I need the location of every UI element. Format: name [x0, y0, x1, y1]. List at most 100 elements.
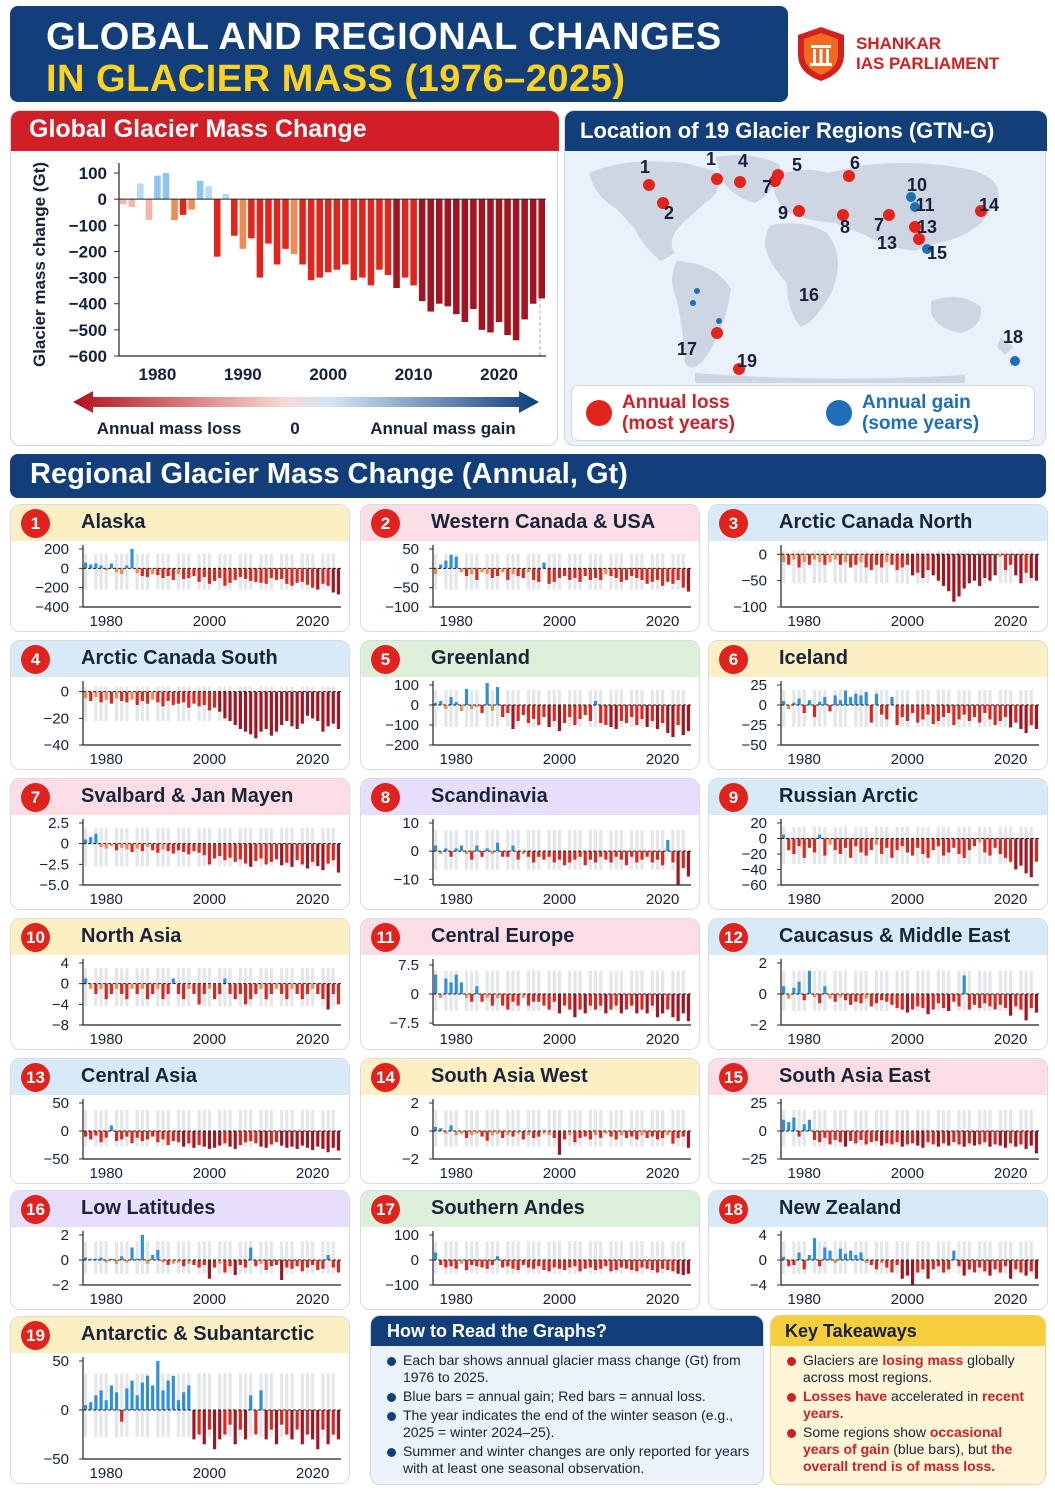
annual-bar [998, 554, 1002, 557]
annual-bar [630, 705, 634, 717]
annual-bar [676, 1131, 680, 1138]
annual-bar [936, 705, 940, 721]
annual-bar [285, 1260, 289, 1268]
x-tick-label: 1980 [90, 751, 123, 768]
annual-bar [640, 1260, 644, 1268]
annual-bar [823, 1247, 827, 1260]
seasonal-range-bar [526, 830, 531, 870]
annual-bar [506, 705, 510, 713]
annual-bar [983, 994, 987, 1004]
annual-bar [655, 994, 660, 1018]
seasonal-range-bar [957, 970, 961, 1012]
annual-bar [182, 691, 186, 703]
seasonal-range-bar [84, 686, 88, 721]
annual-bar [1029, 705, 1033, 725]
seasonal-range-bar [988, 1110, 992, 1147]
annual-bar [941, 838, 946, 856]
annual-bar [895, 554, 899, 571]
annual-bar [983, 1260, 987, 1272]
y-tick-label: 200 [44, 541, 69, 558]
seasonal-range-bar [285, 1241, 289, 1274]
how-to-read-title: How to Read the Graphs? [371, 1316, 763, 1346]
region-card-header: 18 New Zealand [709, 1191, 1047, 1227]
seasonal-range-bar [516, 1110, 520, 1147]
annual-bar [311, 1131, 315, 1151]
seasonal-range-bar [609, 830, 613, 870]
annual-bar [1019, 1260, 1023, 1273]
y-tick-label: 0 [98, 190, 107, 209]
annual-bar [833, 554, 837, 560]
annual-bar [135, 1131, 139, 1138]
annual-bar [666, 568, 670, 582]
bar [188, 199, 195, 210]
annual-bar [931, 705, 935, 725]
annual-bar [557, 851, 561, 860]
annual-bar [521, 1131, 525, 1140]
annual-bar [635, 1260, 639, 1272]
annual-bar [104, 1131, 108, 1138]
annual-bar [833, 994, 837, 1002]
annual-bar [599, 851, 603, 857]
annual-bar [655, 851, 660, 860]
seasonal-range-bar [331, 1110, 335, 1147]
annual-bar [84, 839, 88, 844]
annual-bar [812, 1238, 817, 1260]
annual-bar [828, 1250, 832, 1260]
annual-bar [941, 554, 946, 586]
annual-bar [624, 851, 629, 866]
annual-bar [89, 1402, 93, 1410]
annual-bar [962, 554, 966, 589]
annual-bar [905, 1260, 909, 1276]
annual-bar [89, 837, 93, 844]
annual-bar [807, 970, 811, 994]
seasonal-range-bar [983, 1241, 987, 1274]
annual-bar [864, 554, 868, 568]
how-to-read-box: How to Read the Graphs? Each bar shows a… [370, 1315, 764, 1485]
annual-bar [1014, 1260, 1018, 1270]
seasonal-range-bar [516, 830, 520, 870]
region-card-header: 15 South Asia East [709, 1059, 1047, 1095]
seasonal-range-bar [859, 550, 863, 584]
annual-bar [99, 1131, 103, 1143]
annual-bar [563, 568, 567, 577]
bar [145, 199, 153, 221]
annual-bar [686, 705, 690, 731]
annual-bar [843, 690, 848, 705]
annual-bar [838, 1248, 842, 1260]
annual-bar [854, 693, 858, 705]
annual-bar [537, 705, 541, 725]
annual-bar [470, 994, 474, 1002]
annual-bar [311, 843, 315, 862]
seasonal-range-bar [290, 1241, 294, 1274]
annual-bar [280, 568, 284, 579]
annual-bar [988, 554, 992, 581]
seasonal-range-bar [125, 686, 129, 721]
annual-bar [114, 568, 119, 573]
seasonal-range-bar [207, 1241, 211, 1274]
region-card-header: 17 Southern Andes [361, 1191, 699, 1227]
annual-bar [797, 698, 801, 705]
annual-bar [249, 843, 253, 867]
annual-bar [449, 1260, 453, 1267]
annual-bar [578, 994, 582, 1010]
seasonal-range-bar [99, 1110, 103, 1147]
annual-bar [331, 983, 335, 994]
annual-bar [187, 983, 191, 989]
seasonal-range-bar [833, 1110, 837, 1147]
annual-bar [609, 705, 613, 727]
annual-bar [145, 843, 150, 847]
annual-bar [947, 994, 951, 1012]
annual-bar [880, 994, 884, 1001]
annual-bar [254, 1131, 258, 1144]
annual-bar [145, 1260, 150, 1264]
region-number-badge: 12 [719, 923, 748, 952]
region-card-header: 12 Caucasus & Middle East [709, 919, 1047, 955]
x-tick-label: 1980 [788, 1031, 821, 1048]
annual-bar [797, 1131, 801, 1137]
seasonal-range-bar [166, 686, 170, 721]
annual-bar [305, 843, 310, 869]
annual-bar [573, 705, 577, 725]
y-tick-label: −40 [742, 862, 767, 879]
